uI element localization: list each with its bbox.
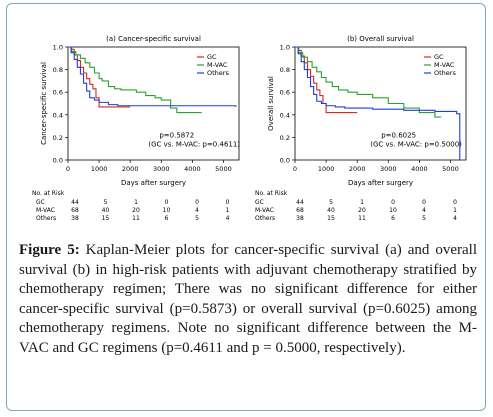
chart-a-xlabel: Days after surgery — [121, 179, 186, 187]
chart-a-risk-value: 5 — [195, 215, 199, 222]
chart-b-risk-value: 0 — [422, 199, 426, 206]
chart-b-series-m-vac — [295, 46, 442, 118]
chart-b-risk-value: 40 — [327, 207, 335, 214]
chart-a-ytick-label: 0.2 — [53, 134, 63, 142]
chart-b-plot-frame — [294, 46, 467, 161]
chart-b-annotation: (GC vs. M-VAC: p=0.5000) — [370, 140, 462, 148]
chart-a-ylabel: Cancer-specific survival — [40, 62, 48, 145]
chart-b-risk-value: 38 — [296, 215, 304, 222]
chart-b-risk-group: GC — [255, 199, 264, 206]
chart-b-ylabel: Overall survival — [267, 76, 275, 131]
chart-b-risk-value: 1 — [453, 207, 457, 214]
chart-a-risk-value: 1 — [226, 207, 230, 214]
chart-b-risk-value: 0 — [391, 199, 395, 206]
chart-a-risk-value: 20 — [132, 207, 140, 214]
chart-b-risk-value: 4 — [453, 215, 457, 222]
chart-b-risk-value: 4 — [422, 207, 426, 214]
figure-caption: Figure 5: Kaplan-Meier plots for cancer-… — [19, 241, 477, 358]
chart-b-xtick-label: 5000 — [442, 165, 459, 173]
chart-a-series-others — [68, 46, 237, 107]
chart-b-risk-value: 11 — [358, 215, 366, 222]
chart-a-xtick-label: 3000 — [153, 165, 170, 173]
chart-a-legend-entry: M-VAC — [207, 61, 228, 69]
chart-a-risk-group: GC — [36, 199, 45, 206]
chart-a-title: (a) Cancer-specific survival — [106, 35, 201, 43]
chart-a-ytick-label: 0.4 — [53, 111, 63, 119]
chart-a-risk-group: M-VAC — [36, 207, 55, 214]
chart-a-risk-group: Others — [36, 215, 56, 222]
chart-b-risk-value: 20 — [358, 207, 366, 214]
chart-b-ytick-label: 0.2 — [280, 134, 290, 142]
caption-text: Kaplan-Meier plots for cancer-specific s… — [19, 242, 478, 356]
chart-b-legend-entry: GC — [434, 53, 444, 61]
chart-b-risk-value: 44 — [296, 199, 304, 206]
chart-b-ytick-label: 0.4 — [280, 111, 290, 119]
chart-a-annotation: (GC vs. M-VAC: p=0.4611) — [148, 140, 240, 148]
chart-b-xtick-label: 0 — [293, 165, 297, 173]
chart-a-xtick-label: 5000 — [215, 165, 232, 173]
chart-b-risk-group: Others — [255, 215, 275, 222]
chart-a-risk-value: 15 — [102, 215, 110, 222]
chart-a-ytick-label: 1.0 — [53, 44, 63, 52]
chart-b-risk-value: 5 — [422, 215, 426, 222]
chart-a-series-m-vac — [68, 46, 202, 114]
chart-b-ytick-label: 0.6 — [280, 89, 290, 97]
chart-a-xtick-label: 4000 — [184, 165, 201, 173]
chart-a-risk-value: 6 — [165, 215, 169, 222]
figure-frame — [6, 3, 486, 411]
chart-a-ytick-label: 0.8 — [53, 66, 63, 74]
chart-a-xtick-label: 0 — [66, 165, 70, 173]
chart-a-xtick-label: 2000 — [122, 165, 139, 173]
chart-b-risk-value: 6 — [391, 215, 395, 222]
chart-b-xtick-label: 2000 — [349, 165, 366, 173]
chart-a-ytick-label: 0.0 — [53, 157, 63, 165]
chart-a-risk-value: 0 — [165, 199, 169, 206]
chart-b-xtick-label: 3000 — [380, 165, 397, 173]
chart-a-risk-value: 10 — [163, 207, 171, 214]
chart-b-xlabel: Days after surgery — [348, 179, 413, 187]
chart-a-risk-value: 5 — [104, 199, 108, 206]
chart-b-ytick-label: 0.0 — [280, 157, 290, 165]
chart-b-legend-entry: M-VAC — [434, 61, 455, 69]
chart-b-series-others — [295, 46, 461, 160]
chart-a-legend-entry: Others — [207, 69, 229, 77]
chart-b-risk-value: 15 — [327, 215, 335, 222]
chart-b-risk-value: 68 — [296, 207, 304, 214]
chart-b-legend-entry: Others — [434, 69, 456, 77]
chart-b-ytick-label: 0.8 — [280, 66, 290, 74]
chart-a-risk-value: 11 — [132, 215, 140, 222]
chart-a-risk-value: 4 — [195, 207, 199, 214]
chart-b-risk-value: 5 — [329, 199, 333, 206]
chart-a-risk-value: 4 — [226, 215, 230, 222]
caption-label: Figure 5: — [19, 242, 80, 258]
chart-a-xtick-label: 1000 — [91, 165, 108, 173]
chart-a-plot-frame — [67, 46, 240, 161]
chart-b-risk-value: 0 — [453, 199, 457, 206]
chart-a-risk-value: 0 — [226, 199, 230, 206]
chart-a-series-gc — [68, 46, 131, 108]
chart-a-risk-value: 1 — [134, 199, 138, 206]
chart-a-risk-value: 38 — [71, 215, 79, 222]
chart-a-risk-value: 0 — [195, 199, 199, 206]
chart-a-ytick-label: 0.6 — [53, 89, 63, 97]
chart-a-risk-heading: No. at Risk — [32, 190, 65, 197]
chart-b-ytick-label: 1.0 — [280, 44, 290, 52]
chart-a-annotation: p=0.5872 — [159, 131, 194, 139]
chart-a-risk-value: 68 — [71, 207, 79, 214]
chart-b-xtick-label: 1000 — [318, 165, 335, 173]
chart-b-risk-value: 1 — [360, 199, 364, 206]
chart-b-xtick-label: 4000 — [411, 165, 428, 173]
chart-b-risk-heading: No. at Risk — [255, 190, 288, 197]
chart-a-risk-value: 44 — [71, 199, 79, 206]
chart-b-annotation: p=0.6025 — [381, 131, 416, 139]
chart-b-series-gc — [295, 46, 358, 114]
chart-a-legend-entry: GC — [207, 53, 217, 61]
chart-b-risk-value: 10 — [389, 207, 397, 214]
chart-a-risk-value: 40 — [102, 207, 110, 214]
chart-b-title: (b) Overall survival — [347, 35, 414, 43]
chart-b-risk-group: M-VAC — [255, 207, 274, 214]
